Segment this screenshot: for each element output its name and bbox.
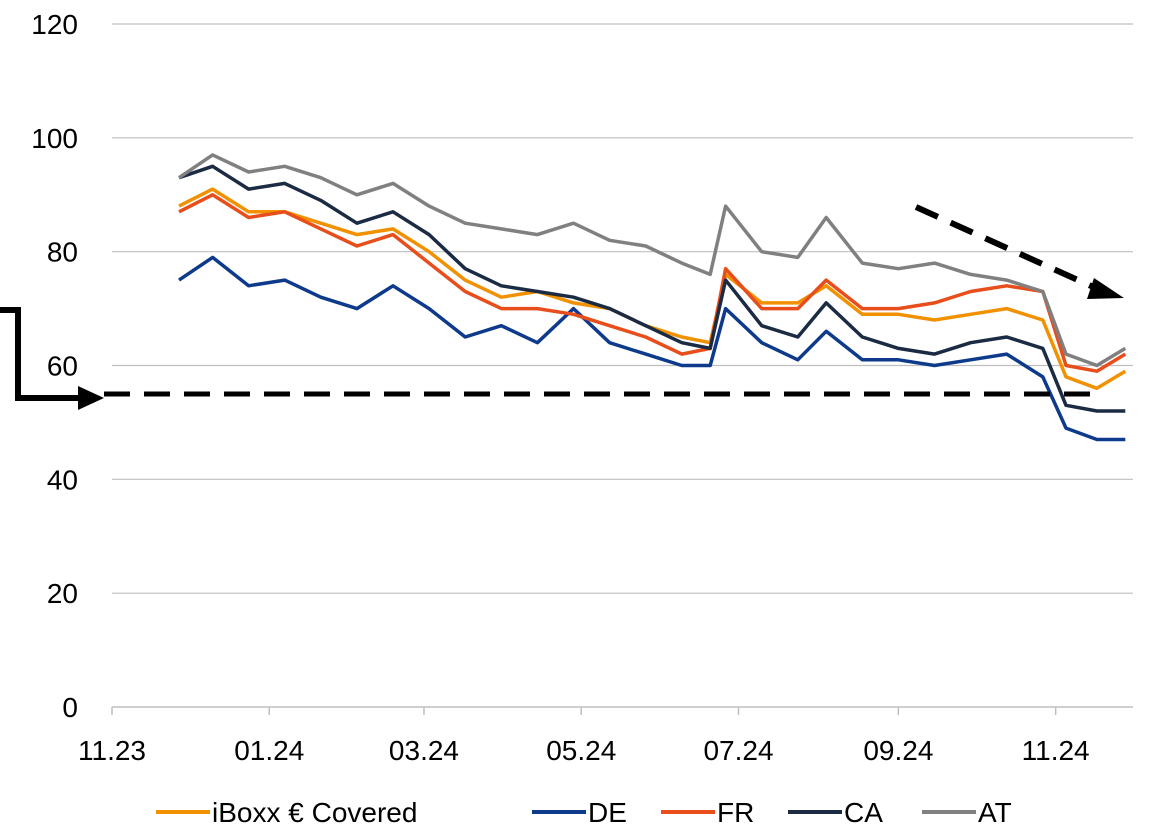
series-line-3	[178, 164, 1126, 413]
y-tick-label: 100	[31, 123, 78, 154]
legend-label: FR	[717, 797, 754, 828]
annotations	[0, 204, 1124, 410]
x-tick-label: 03.24	[389, 735, 459, 766]
trend-arrow	[914, 204, 1102, 293]
y-tick-label: 20	[47, 578, 78, 609]
gridlines	[112, 23, 1133, 594]
x-tick-label: 09.24	[863, 735, 933, 766]
legend-label: DE	[588, 797, 627, 828]
y-tick-label: 0	[62, 692, 78, 723]
y-tick-label: 120	[31, 9, 78, 40]
x-axis-tick-labels: 11.23 01.24 03.24 05.24 07.24 09.24 11.24	[78, 735, 1090, 766]
y-tick-label: 40	[47, 464, 78, 495]
legend: iBoxx € Covered DE FR CA AT	[156, 797, 1012, 828]
trend-arrow-head	[1087, 278, 1124, 299]
x-tick-label: 05.24	[546, 735, 616, 766]
x-tick-label: 11.23	[78, 735, 146, 766]
bracket-arrow	[0, 307, 80, 401]
series-line-0	[178, 187, 1127, 391]
legend-label: iBoxx € Covered	[212, 797, 417, 828]
x-tick-label: 01.24	[234, 735, 304, 766]
y-tick-label: 80	[47, 237, 78, 268]
series-line-1	[178, 255, 1126, 442]
x-tick-label: 07.24	[703, 735, 773, 766]
series-line-2	[178, 193, 1127, 373]
series-line-4	[178, 153, 1127, 368]
legend-label: AT	[978, 797, 1012, 828]
bracket-arrow-head	[78, 386, 104, 410]
y-tick-label: 60	[47, 351, 78, 382]
legend-label: CA	[844, 797, 883, 828]
series-lines	[178, 153, 1127, 442]
y-axis-tick-labels: 0 20 40 60 80 100 120	[31, 9, 78, 723]
x-axis	[111, 706, 1133, 715]
x-tick-label: 11.24	[1022, 735, 1090, 766]
